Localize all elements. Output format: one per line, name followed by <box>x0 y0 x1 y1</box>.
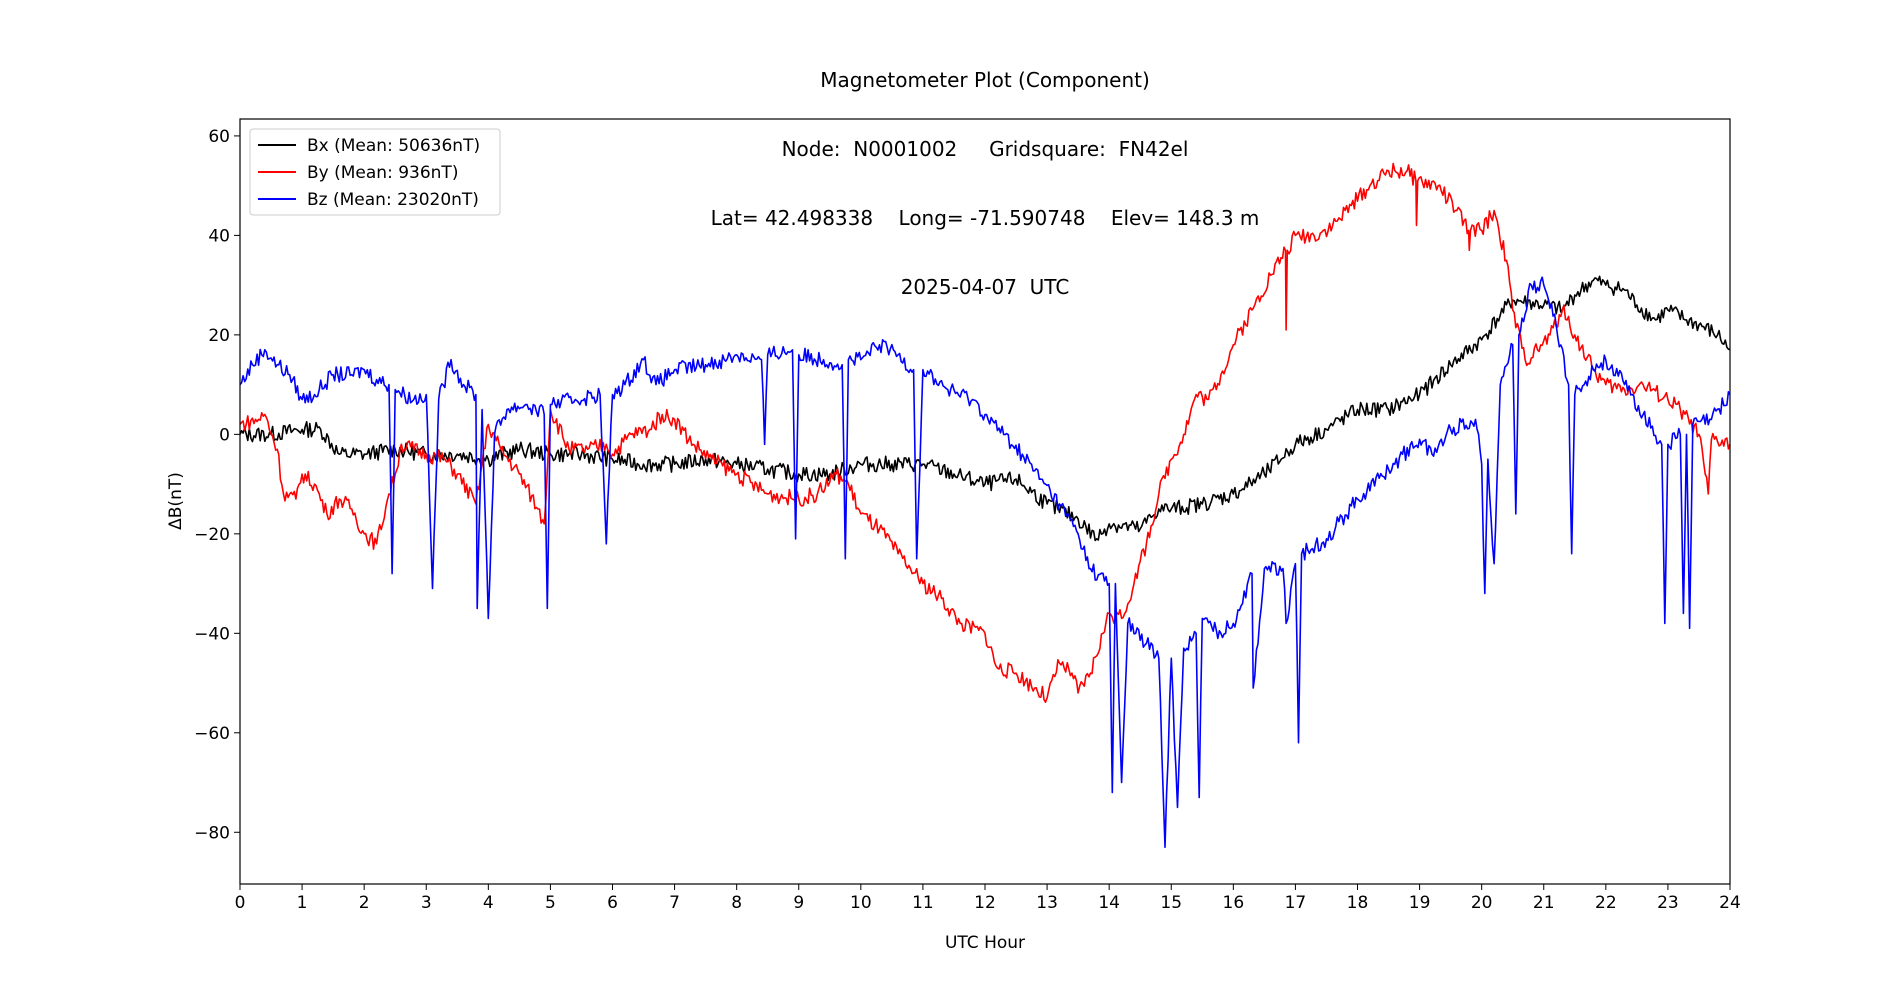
x-tick-label: 4 <box>483 893 494 913</box>
x-tick-label: 2 <box>359 893 370 913</box>
title-line-3: Lat= 42.498338 Long= -71.590748 Elev= 14… <box>710 206 1260 230</box>
series-line-bz <box>239 276 1731 848</box>
x-tick-label: 24 <box>1719 893 1741 913</box>
y-tick-label: 60 <box>208 127 230 147</box>
series-line-bx <box>239 275 1731 542</box>
x-tick-label: 13 <box>1036 893 1058 913</box>
legend-entry-by: By (Mean: 936nT) <box>307 163 458 183</box>
y-axis-ticks: −80 −60 −40 −20 0 20 40 60 <box>194 127 240 843</box>
y-tick-label: −20 <box>194 525 230 545</box>
chart-title: Magnetometer Plot (Component) Node: N000… <box>0 23 1900 322</box>
x-tick-label: 7 <box>669 893 680 913</box>
legend-box <box>249 128 501 216</box>
x-tick-label: 8 <box>731 893 742 913</box>
y-tick-label: 20 <box>208 326 230 346</box>
x-tick-label: 0 <box>235 893 246 913</box>
legend-entry-bx: Bx (Mean: 50636nT) <box>307 136 480 156</box>
x-tick-label: 19 <box>1409 893 1431 913</box>
x-tick-label: 15 <box>1160 893 1182 913</box>
title-line-1: Magnetometer Plot (Component) <box>820 68 1150 92</box>
y-tick-label: 0 <box>219 425 230 445</box>
x-tick-label: 16 <box>1223 893 1245 913</box>
series-line-by <box>239 162 1731 703</box>
y-axis-label: ΔB(nT) <box>166 472 186 530</box>
x-tick-label: 14 <box>1098 893 1120 913</box>
x-tick-label: 20 <box>1471 893 1493 913</box>
y-tick-label: 40 <box>208 226 230 246</box>
x-tick-label: 1 <box>297 893 308 913</box>
legend: Bx (Mean: 50636nT) By (Mean: 936nT) Bz (Me… <box>249 128 501 216</box>
x-tick-label: 18 <box>1347 893 1369 913</box>
y-tick-label: −80 <box>194 823 230 843</box>
x-tick-label: 11 <box>912 893 934 913</box>
x-tick-label: 22 <box>1595 893 1617 913</box>
plot-frame <box>239 118 1731 885</box>
y-tick-label: −40 <box>194 624 230 644</box>
x-tick-label: 5 <box>545 893 556 913</box>
x-tick-label: 17 <box>1285 893 1307 913</box>
title-line-4: 2025-04-07 UTC <box>900 275 1070 299</box>
x-axis-label: UTC Hour <box>945 933 1025 953</box>
x-axis-ticks: 0 1 2 3 4 5 6 7 8 9 10 11 12 13 14 15 16 17 18 19 20 21 22 23 24 <box>235 884 1741 913</box>
x-tick-label: 23 <box>1657 893 1679 913</box>
y-tick-label: −60 <box>194 724 230 744</box>
x-tick-label: 6 <box>607 893 618 913</box>
x-tick-label: 3 <box>421 893 432 913</box>
title-line-2: Node: N0001002 Gridsquare: FN42el <box>781 137 1189 161</box>
legend-entry-bz: Bz (Mean: 23020nT) <box>307 190 479 210</box>
series-lines <box>239 162 1731 848</box>
x-tick-label: 12 <box>974 893 996 913</box>
x-tick-label: 21 <box>1533 893 1555 913</box>
x-tick-label: 10 <box>850 893 872 913</box>
x-tick-label: 9 <box>793 893 804 913</box>
